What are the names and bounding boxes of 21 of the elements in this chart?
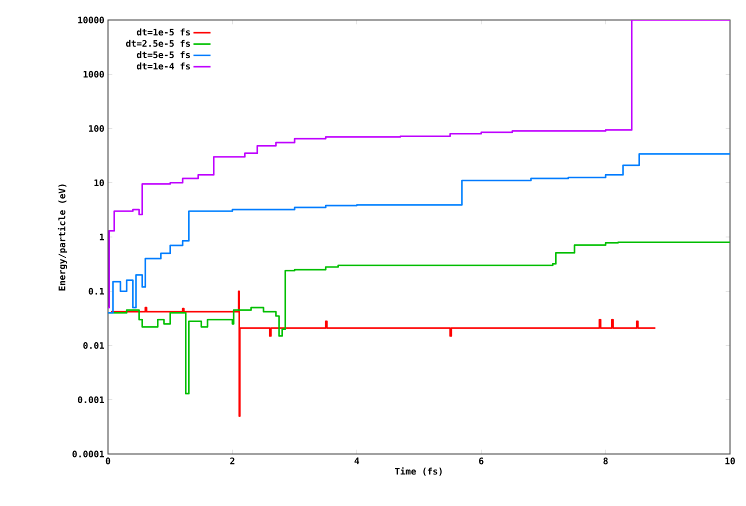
y-tick-label: 10 [94, 179, 104, 186]
y-tick-label: 0.01 [83, 342, 104, 349]
legend-label: dt=1e-5 fs [136, 28, 190, 36]
x-axis-title: Time (fs) [395, 467, 442, 476]
x-tick-label: 8 [603, 458, 608, 464]
x-tick-label: 10 [725, 458, 735, 464]
y-tick-label: 0.001 [78, 396, 104, 404]
y-tick-label: 100 [89, 125, 104, 132]
y-tick-label: 0.0001 [72, 450, 104, 458]
x-tick-label: 2 [230, 458, 234, 464]
legend-label: dt=1e-4 fs [136, 62, 190, 70]
y-axis-title: Energy/particle (eV) [58, 184, 68, 290]
legend-label: dt=5e-5 fs [136, 51, 190, 58]
legend-label: dt=2.5e-5 fs [126, 40, 190, 47]
y-tick-label: 1 [100, 234, 104, 240]
y-tick-label: 1000 [84, 70, 104, 78]
x-tick-label: 0 [106, 458, 110, 464]
y-tick-label: 10000 [78, 16, 104, 24]
x-tick-label: 4 [354, 458, 360, 464]
x-tick-label: 6 [479, 458, 484, 464]
y-tick-label: 0.1 [88, 288, 104, 295]
